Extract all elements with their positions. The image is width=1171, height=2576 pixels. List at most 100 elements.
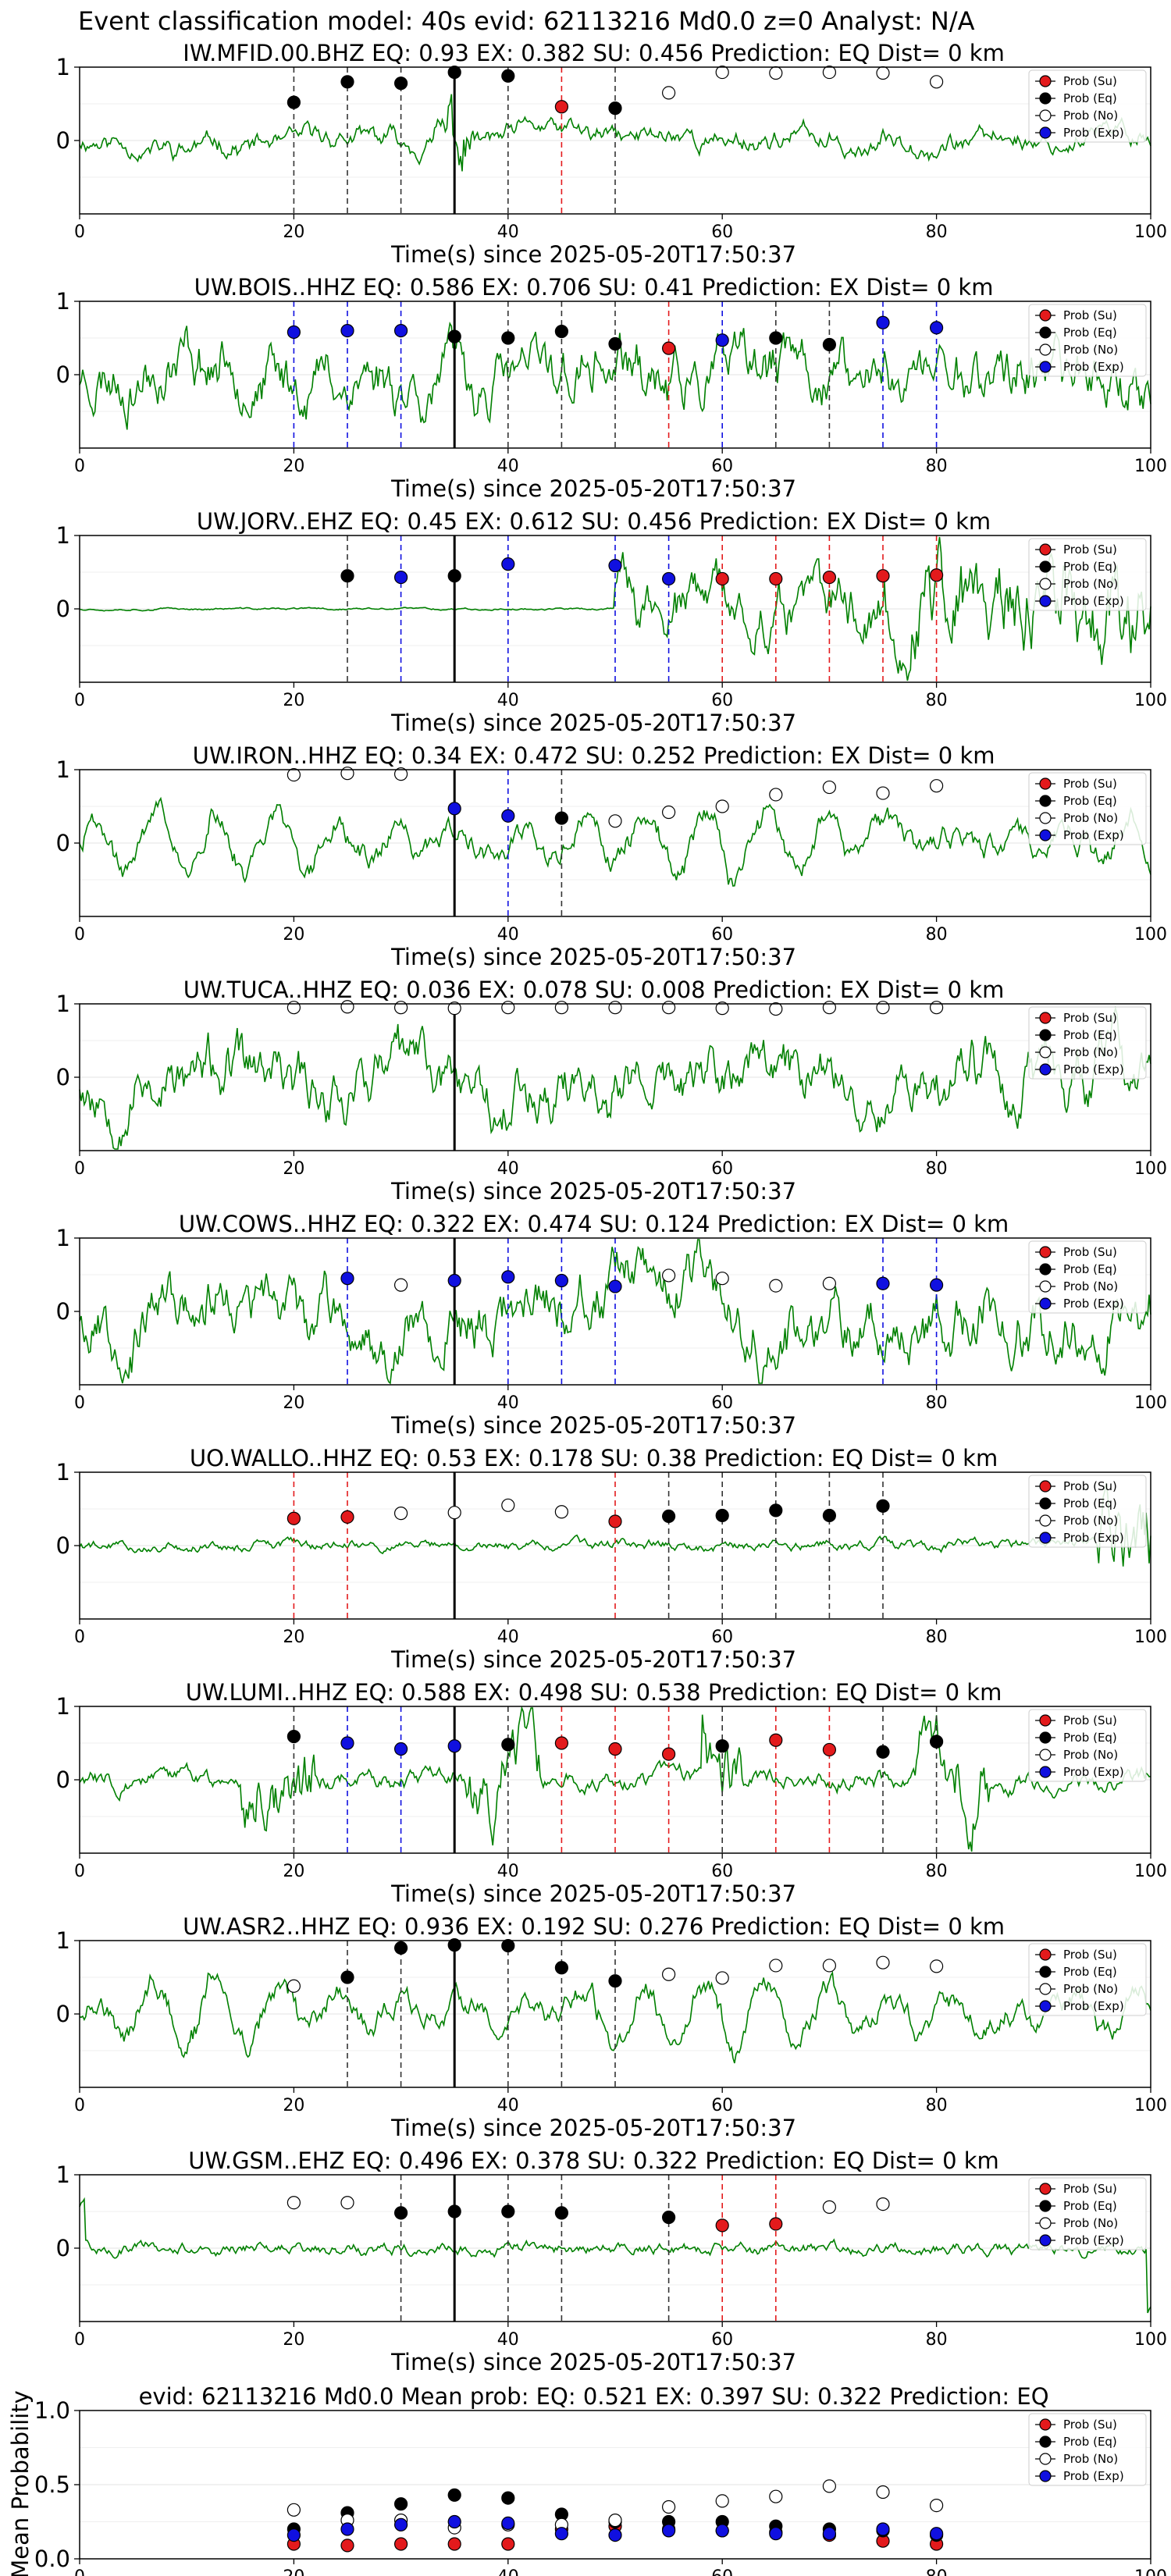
legend-label-su: Prob (Su) [1063,1011,1117,1025]
prob-point-su [287,1511,301,1525]
prob-point-no [822,1959,837,1973]
panel-title: UW.ASR2..HHZ EQ: 0.936 EX: 0.192 SU: 0.2… [183,1913,1005,1940]
legend-marker-su [1039,1714,1052,1727]
legend-marker-eq [1039,92,1052,105]
x-tick-label: 0 [74,222,85,242]
legend-label-su: Prob (Su) [1063,1479,1117,1493]
prob-point-no [822,2200,837,2214]
legend-marker-no [1039,578,1052,590]
legend-label-exp: Prob (Exp) [1063,1297,1124,1311]
legend-label-su: Prob (Su) [1063,308,1117,322]
legend-marker-no [1039,1749,1052,1761]
x-tick-label: 60 [711,2096,733,2115]
legend-marker-eq [1039,1029,1052,1041]
legend-marker-no [1039,109,1052,122]
x-axis-label: Time(s) since 2025-05-20T17:50:37 [390,710,796,736]
prob-point-exp [501,557,515,571]
x-tick-label: 80 [926,2567,948,2576]
x-axis-label: Time(s) since 2025-05-20T17:50:37 [390,1880,796,1907]
legend-box [1028,772,1147,845]
legend-label-su: Prob (Su) [1063,2182,1117,2196]
legend-marker-su [1039,2183,1052,2195]
y-tick-label: 1 [56,1927,70,1954]
prob-point-eq [769,1503,783,1517]
legend-marker-no [1039,812,1052,824]
prob-point-no [393,1278,408,1292]
waveform-trace [79,322,1151,430]
prob-point-exp [287,325,301,340]
prob-point-eq [393,1941,408,1955]
x-tick-label: 40 [497,2567,519,2576]
station-panel-uw-lumi-hhz: UW.LUMI..HHZ EQ: 0.588 EX: 0.498 SU: 0.5… [56,1679,1167,1907]
y-tick-label: 0 [56,1767,70,1793]
x-tick-label: 0 [74,925,85,945]
legend-marker-exp [1039,1532,1052,1544]
mean-point-su [447,2537,461,2551]
prob-point-no [929,779,944,793]
prob-point-no [554,1001,569,1015]
y-tick-label: 1 [56,1693,70,1720]
x-tick-label: 40 [497,2096,519,2115]
prob-point-no [393,767,408,781]
legend-label-eq: Prob (Eq) [1063,1965,1117,1979]
station-panel-uw-tuca-hhz: UW.TUCA..HHZ EQ: 0.036 EX: 0.078 SU: 0.0… [56,977,1167,1204]
prob-point-eq [554,324,569,339]
prob-point-no [393,1001,408,1015]
legend-box [1028,1709,1147,1782]
x-tick-label: 20 [283,1159,304,1179]
legend-marker-exp [1039,1063,1052,1076]
x-tick-label: 100 [1134,2330,1167,2350]
prob-point-no [876,1955,890,1969]
prob-point-no [661,86,676,100]
prob-point-eq [501,1938,515,1953]
x-tick-label: 100 [1134,457,1167,476]
legend-label-eq: Prob (Eq) [1063,326,1117,340]
x-tick-label: 60 [711,2330,733,2350]
prob-point-eq [340,75,354,89]
y-tick-label: 1.0 [34,2397,70,2424]
x-tick-label: 60 [711,1393,733,1413]
y-tick-label: 1 [56,2161,70,2188]
mean-point-exp [822,2527,837,2541]
prob-point-su [769,1733,783,1747]
prob-point-no [929,1959,944,1973]
legend-label-su: Prob (Su) [1063,74,1117,88]
legend-marker-eq [1039,326,1052,339]
legend-label-exp: Prob (Exp) [1063,1531,1124,1545]
prob-point-su [769,571,783,586]
prob-point-exp [340,1272,354,1286]
prob-point-exp [608,1279,622,1293]
x-axis-label: Time(s) since 2025-05-20T17:50:37 [390,1646,796,1673]
legend-marker-exp [1039,1766,1052,1778]
x-tick-label: 20 [283,1393,304,1413]
mean-point-no [661,2500,676,2514]
prob-point-su [340,1510,354,1524]
prob-point-no [822,780,837,795]
y-tick-label: 0 [56,2235,70,2261]
x-tick-label: 60 [711,457,733,476]
x-tick-label: 100 [1134,2096,1167,2115]
y-tick-label: 0 [56,361,70,388]
mean-point-exp [769,2527,783,2541]
prob-point-eq [715,1739,729,1753]
legend-marker-no [1039,343,1052,356]
figure-title: Event classification model: 40s evid: 62… [78,6,975,36]
prob-point-eq [876,1499,890,1513]
prob-point-eq [393,2206,408,2220]
prob-point-eq [447,65,461,80]
x-tick-label: 100 [1134,222,1167,242]
prob-point-exp [661,571,676,586]
legend-label-su: Prob (Su) [1063,1713,1117,1727]
prob-point-exp [447,1273,461,1288]
x-tick-label: 40 [497,1393,519,1413]
mean-probability-panel: evid: 62113216 Md0.0 Mean prob: EQ: 0.52… [7,2383,1167,2576]
panel-title: UW.LUMI..HHZ EQ: 0.588 EX: 0.498 SU: 0.5… [186,1679,1002,1706]
legend-marker-su [1039,75,1052,87]
x-tick-label: 0 [74,2567,85,2576]
prob-point-no [876,2197,890,2211]
mean-point-exp [876,2522,890,2536]
prob-point-exp [393,570,408,585]
prob-point-no [393,1507,408,1521]
x-tick-label: 100 [1134,925,1167,945]
y-tick-label: 0 [56,830,70,856]
